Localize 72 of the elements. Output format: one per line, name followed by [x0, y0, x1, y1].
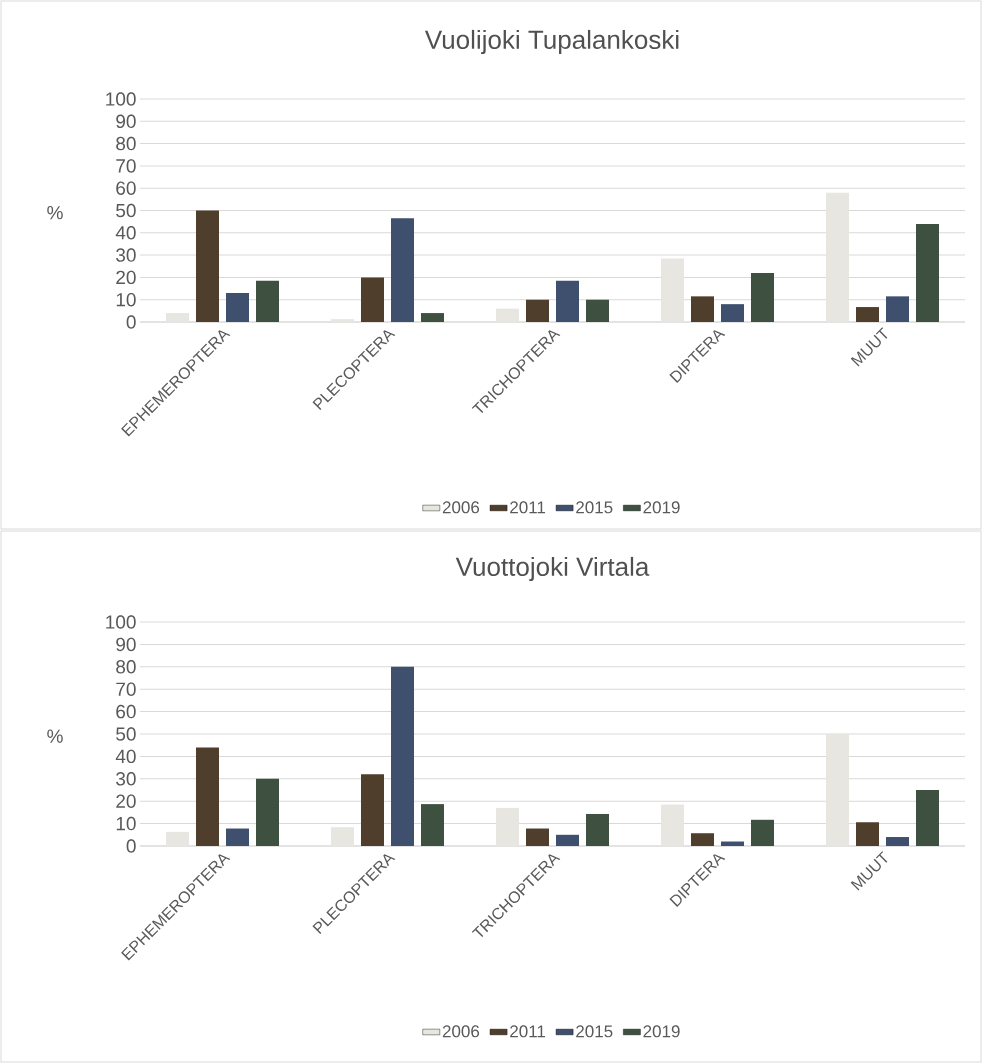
bar [555, 834, 579, 846]
y-tick-label: 0 [126, 315, 136, 329]
bar [915, 223, 939, 322]
bar [826, 192, 849, 322]
legend-label: 2006 [442, 501, 480, 514]
bar [256, 778, 279, 846]
bar [331, 827, 354, 846]
y-tick-label: 100 [106, 615, 136, 629]
chart-title: Vuolijoki Tupalankoski [424, 29, 679, 55]
y-tick-label: 30 [116, 248, 136, 262]
legend-label: 2015 [576, 1025, 613, 1038]
bar [196, 747, 219, 846]
bar [855, 822, 879, 846]
bar [421, 313, 444, 322]
bar [196, 210, 219, 322]
bar [526, 828, 549, 846]
bar [750, 272, 774, 322]
legend-label: 2011 [510, 1025, 546, 1038]
y-tick-label: 40 [115, 226, 136, 240]
legend-label: 2011 [510, 501, 546, 514]
legend-label: 2006 [442, 1025, 480, 1038]
bar [915, 789, 939, 846]
y-tick-label: 80 [116, 660, 136, 674]
bar [855, 307, 879, 322]
legend-label: 2019 [643, 501, 680, 514]
y-tick-label: 60 [116, 181, 136, 195]
bar [586, 299, 609, 322]
bar [391, 218, 414, 322]
chart-title: Vuottojoki Virtala [455, 556, 650, 582]
y-tick-label: 100 [106, 92, 136, 106]
bar [750, 819, 774, 846]
y-axis-title: % [47, 206, 63, 220]
bar [586, 813, 609, 846]
y-tick-label: 90 [116, 637, 136, 652]
bar [391, 666, 414, 846]
legend-label: 2015 [576, 501, 613, 514]
y-tick-label: 20 [116, 794, 136, 808]
bar [660, 258, 684, 322]
bar [660, 804, 684, 846]
legend-label: 2019 [643, 1025, 680, 1038]
bar [496, 308, 519, 322]
bar [886, 837, 909, 846]
y-tick-label: 0 [126, 839, 136, 853]
y-tick-label: 10 [116, 816, 136, 831]
bar [886, 296, 909, 322]
bar [226, 828, 249, 846]
y-tick-label: 50 [116, 727, 136, 741]
y-tick-label: 60 [116, 704, 136, 719]
bar [691, 833, 714, 846]
y-tick-label: 40 [115, 749, 136, 764]
y-tick-label: 80 [116, 136, 136, 151]
bar [361, 277, 384, 322]
y-tick-label: 90 [116, 114, 136, 129]
y-tick-label: 20 [116, 270, 136, 285]
y-tick-label: 50 [116, 203, 136, 218]
bar [555, 280, 579, 322]
bar [826, 734, 849, 846]
bar [691, 296, 714, 322]
y-tick-label: 70 [116, 159, 136, 173]
bar [226, 293, 249, 322]
y-tick-label: 10 [116, 292, 136, 307]
bar [256, 280, 279, 322]
y-tick-label: 70 [116, 682, 136, 696]
bar [421, 804, 444, 846]
bar [721, 304, 744, 322]
bar [526, 299, 549, 322]
bar [496, 807, 519, 846]
y-tick-label: 30 [116, 772, 136, 786]
bar [166, 313, 189, 322]
y-axis-title: % [47, 729, 63, 743]
bar [166, 831, 189, 846]
bar [361, 774, 384, 846]
